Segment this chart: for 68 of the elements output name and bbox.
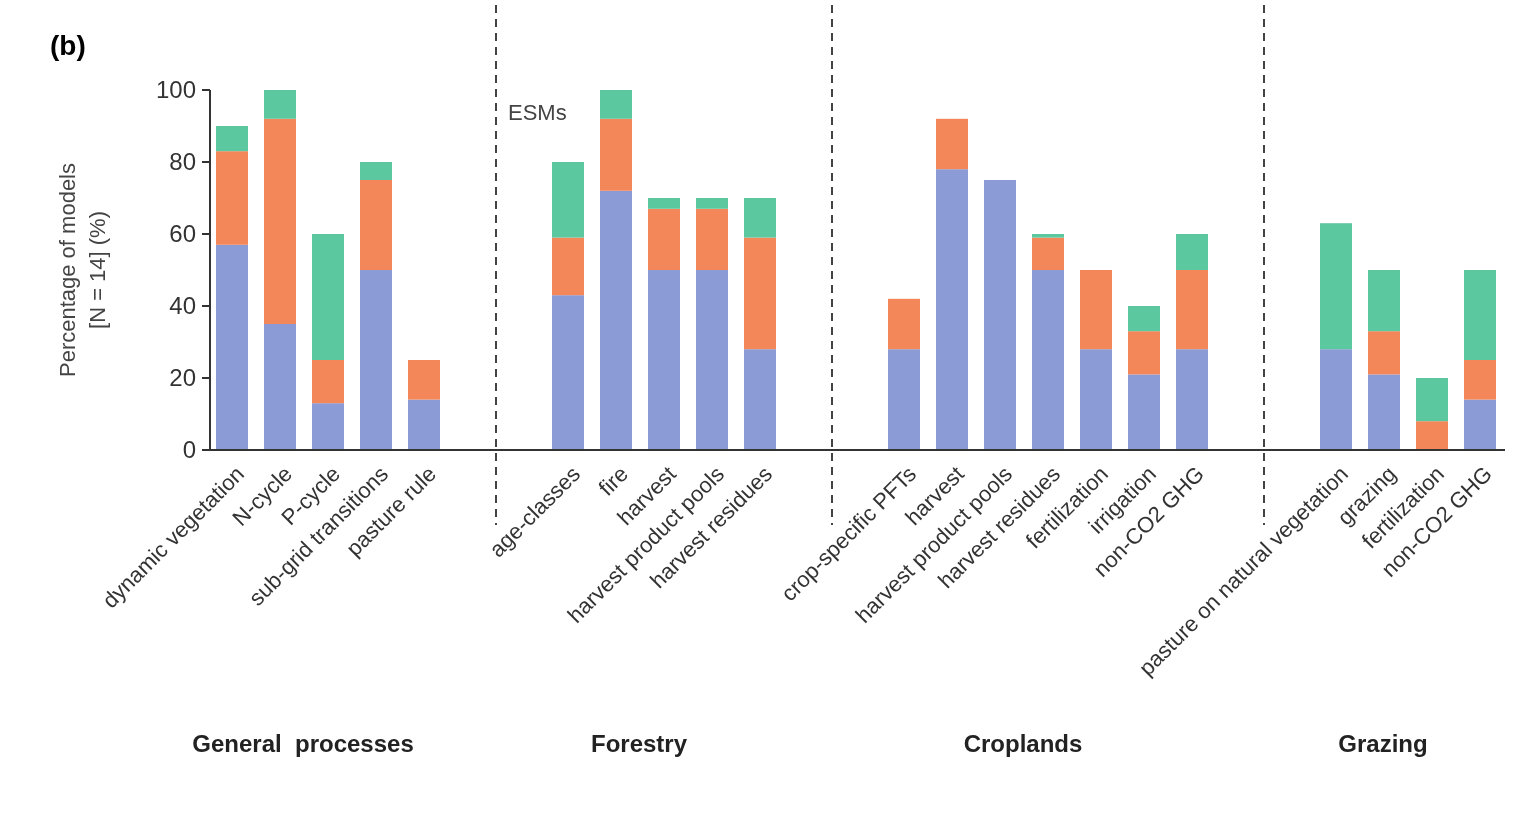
- bar: [216, 244, 248, 450]
- y-tick-label: 0: [182, 436, 196, 464]
- bar: [1416, 421, 1448, 450]
- bar: [888, 349, 920, 450]
- text: Grazing: [1338, 730, 1428, 757]
- bar: [1128, 306, 1160, 332]
- bar: [1368, 331, 1400, 375]
- bar: [744, 237, 776, 350]
- bar: [600, 118, 632, 191]
- bar: [744, 349, 776, 450]
- bar: [1464, 360, 1496, 400]
- bar: [312, 234, 344, 360]
- bar: [1176, 349, 1208, 450]
- y-tick-label: 40: [169, 292, 196, 320]
- bar: [408, 399, 440, 450]
- bar: [648, 198, 680, 209]
- y-tick-label: 60: [169, 220, 196, 248]
- bar: [360, 180, 392, 270]
- bar: [936, 169, 968, 450]
- bar: [264, 324, 296, 450]
- bar: [216, 151, 248, 245]
- bar: [1416, 378, 1448, 422]
- bar: [1368, 374, 1400, 450]
- bar: [264, 118, 296, 324]
- bar: [1128, 331, 1160, 375]
- bar: [1128, 374, 1160, 450]
- bar: [936, 118, 968, 170]
- bar: [408, 360, 440, 400]
- text: Forestry: [590, 730, 688, 757]
- bar: [600, 190, 632, 450]
- bar: [696, 270, 728, 450]
- y-axis-title: Percentage of models [N = 14] (%): [55, 162, 110, 378]
- bar: [1176, 270, 1208, 350]
- y-tick-label: 80: [169, 148, 196, 176]
- bar: [216, 126, 248, 152]
- chart-title: (b): [50, 30, 86, 61]
- bar: [984, 180, 1016, 450]
- bar: [1032, 270, 1064, 450]
- bar: [888, 298, 920, 350]
- bar: [648, 270, 680, 450]
- bar: [552, 237, 584, 296]
- annotation: ESMs: [508, 100, 567, 125]
- bar: [1080, 270, 1112, 350]
- y-tick-label: 20: [169, 364, 196, 392]
- y-tick-label: 100: [155, 76, 196, 104]
- bar: [552, 295, 584, 450]
- text: General processes: [192, 730, 414, 757]
- bar: [648, 208, 680, 270]
- bar: [264, 90, 296, 119]
- bar: [1368, 270, 1400, 332]
- bar: [1464, 270, 1496, 360]
- bar: [1320, 223, 1352, 350]
- bar: [600, 90, 632, 119]
- bar: [1080, 349, 1112, 450]
- bar: [312, 403, 344, 450]
- bar: [552, 162, 584, 238]
- bar: [1176, 234, 1208, 270]
- bar: [360, 162, 392, 180]
- bar: [1032, 234, 1064, 238]
- bar: [696, 198, 728, 209]
- bar: [1464, 399, 1496, 450]
- bar: [744, 198, 776, 238]
- text: Croplands: [963, 730, 1083, 757]
- bar: [696, 208, 728, 270]
- bar: [1320, 349, 1352, 450]
- bar: [312, 360, 344, 404]
- bar: [1032, 237, 1064, 270]
- bar: [360, 270, 392, 450]
